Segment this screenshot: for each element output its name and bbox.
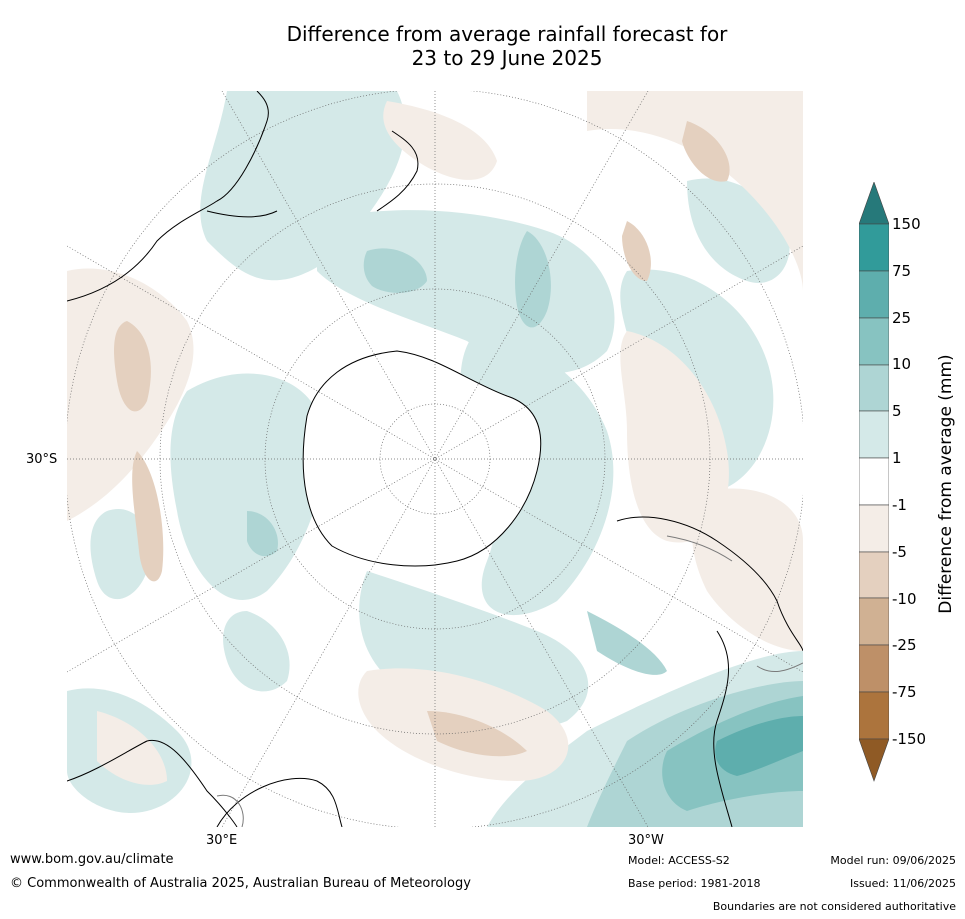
- map-title-line2: 23 to 29 June 2025: [411, 46, 603, 70]
- footer-issued: Issued: 11/06/2025: [849, 877, 956, 890]
- rainfall-anomaly-map: [67, 91, 803, 827]
- graticule: [67, 91, 803, 827]
- footer-disclaimer: Boundaries are not considered authoritat…: [712, 900, 956, 913]
- footer-url: www.bom.gov.au/climate: [10, 852, 174, 867]
- anomaly-10-plus: [662, 696, 803, 811]
- colorbar-tick-1: 1: [892, 449, 902, 467]
- colorbar-tick-5: 5: [892, 402, 902, 420]
- colorbar-band-neutral: [858, 457, 890, 506]
- colorbar-tick-10: 10: [892, 355, 912, 373]
- anomaly-minus1-to-minus5: [67, 91, 803, 785]
- colorbar-band-10-25: [858, 317, 890, 366]
- colorbar-tick-150: 150: [892, 215, 921, 233]
- colorbar-tick-minus1: -1: [892, 496, 907, 514]
- anomaly-minus5-to-minus10: [114, 121, 730, 757]
- colorbar-band-5-10: [858, 364, 890, 412]
- colorbar-band-25-75: [858, 270, 890, 319]
- colorbar-band-minus10-minus25: [858, 597, 890, 646]
- lon-label-30w: 30°W: [628, 833, 664, 848]
- colorbar-band-minus75-minus150: [858, 691, 890, 740]
- footer-base-period: Base period: 1981-2018: [628, 877, 761, 890]
- colorbar: [858, 181, 890, 782]
- colorbar-band-75-150: [858, 223, 890, 272]
- lat-label-30s: 30°S: [26, 452, 58, 467]
- colorbar-tick-75: 75: [892, 262, 912, 280]
- colorbar-tick-minus150: -150: [892, 730, 927, 748]
- colorbar-arrow-bottom: [858, 738, 890, 782]
- coastlines: [67, 91, 803, 827]
- colorbar-tick-minus10: -10: [892, 590, 917, 608]
- footer-model: Model: ACCESS-S2: [628, 854, 730, 867]
- colorbar-arrow-top: [858, 181, 890, 225]
- map-title: Difference from average rainfall forecas…: [0, 22, 965, 70]
- colorbar-band-1-5: [858, 410, 890, 459]
- colorbar-band-minus1-minus5: [858, 504, 890, 553]
- colorbar-tick-minus75: -75: [892, 683, 917, 701]
- footer-copyright: © Commonwealth of Australia 2025, Austra…: [10, 876, 471, 891]
- colorbar-tick-minus25: -25: [892, 636, 917, 654]
- footer-model-run: Model run: 09/06/2025: [830, 854, 956, 867]
- colorbar-band-minus25-minus75: [858, 644, 890, 693]
- map-svg: [67, 91, 803, 827]
- map-title-line1: Difference from average rainfall forecas…: [286, 22, 728, 46]
- colorbar-svg: [858, 181, 890, 782]
- colorbar-tick-25: 25: [892, 309, 912, 327]
- lon-label-30e: 30°E: [206, 833, 238, 848]
- country-boundaries: [216, 535, 803, 827]
- antarctica-outline: [302, 350, 542, 567]
- colorbar-tick-minus5: -5: [892, 543, 907, 561]
- colorbar-title: Difference from average (mm): [936, 354, 956, 614]
- colorbar-band-minus5-minus10: [858, 551, 890, 599]
